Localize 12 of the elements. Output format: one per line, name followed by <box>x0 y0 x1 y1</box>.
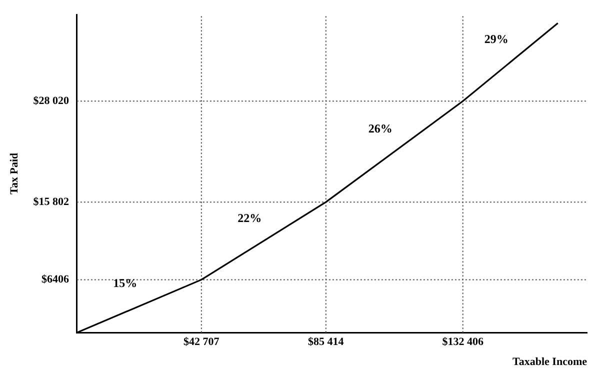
annotation: 22% <box>238 210 262 225</box>
annotation: 15% <box>113 276 138 290</box>
x-axis-title: Taxable Income <box>512 356 588 368</box>
y-tick-label: $15 802 <box>33 196 70 208</box>
annotation: 29% <box>484 32 508 46</box>
annotation: 26% <box>368 122 392 136</box>
x-tick-label: $132 406 <box>442 336 484 348</box>
y-tick-label: $6406 <box>41 274 70 286</box>
x-tick-label: $85 414 <box>308 336 344 348</box>
y-axis-title: Tax Paid <box>8 152 20 194</box>
y-tick-label: $28 020 <box>33 95 70 108</box>
x-tick-label: $42 707 <box>184 336 220 348</box>
